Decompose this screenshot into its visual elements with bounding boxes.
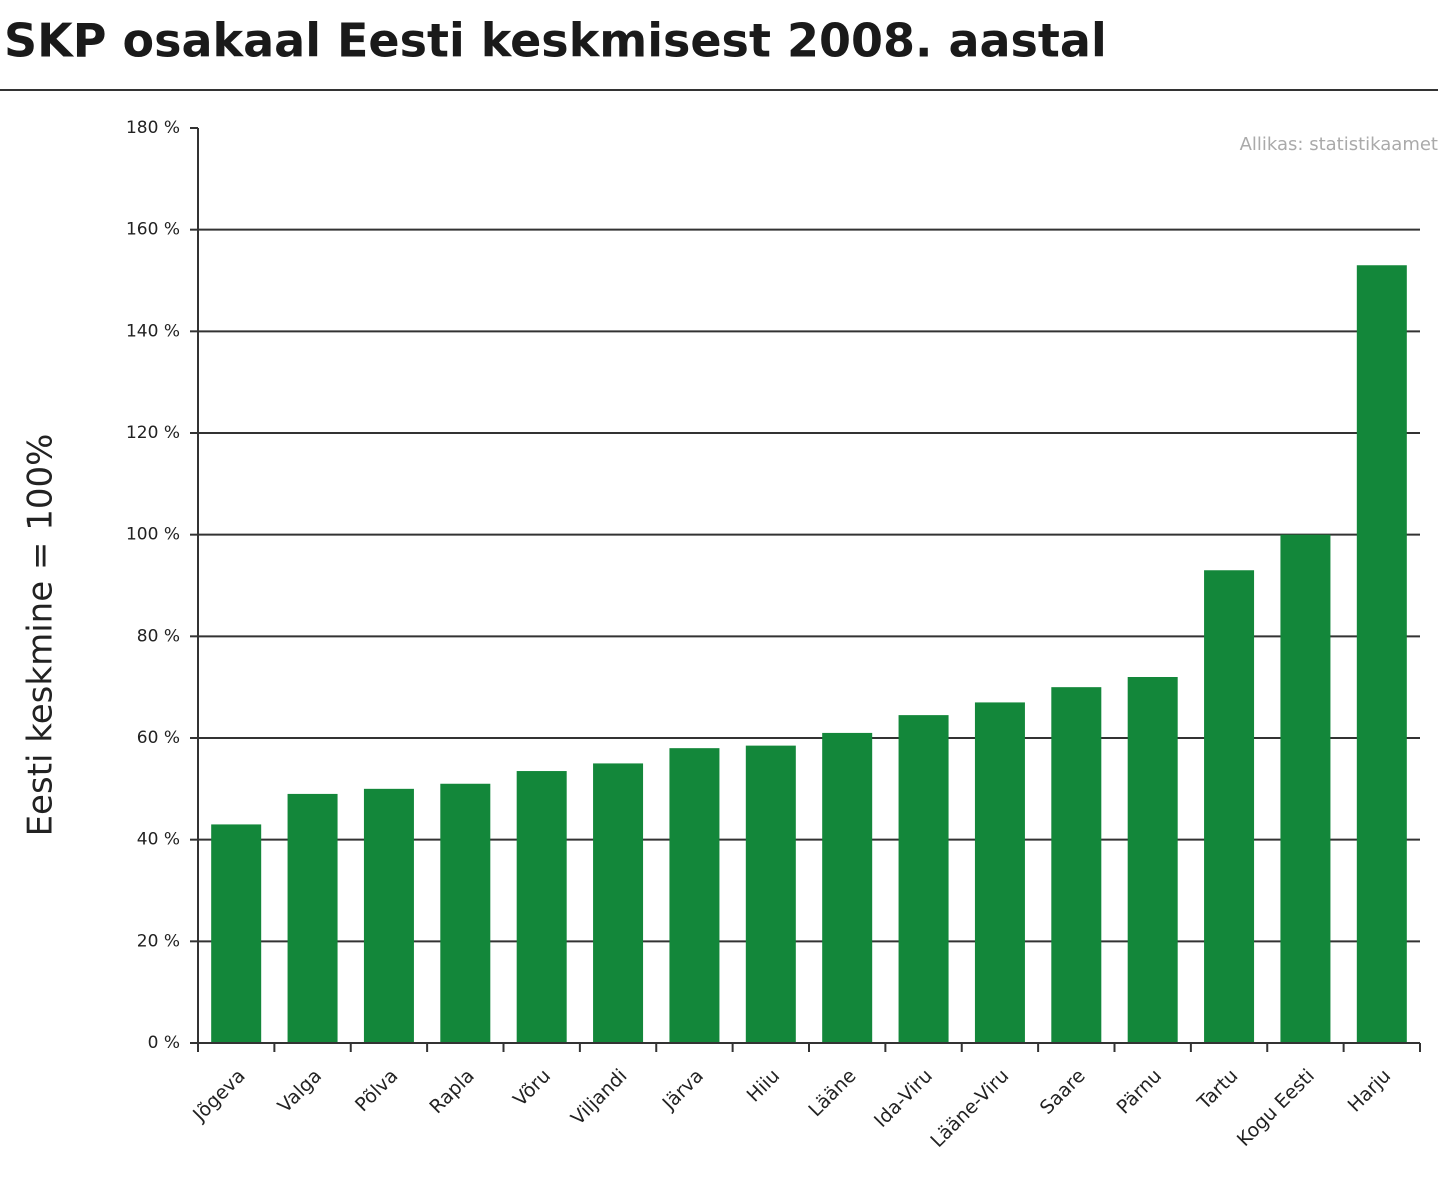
x-tick-label: Ida-Viru	[870, 1065, 937, 1132]
source-note: Allikas: statistikaamet	[1240, 134, 1438, 155]
y-tick-label: 60 %	[137, 728, 180, 748]
bar	[440, 783, 491, 1043]
x-tick-label: Võru	[509, 1065, 555, 1111]
x-tick-label: Hiiu	[743, 1065, 785, 1107]
y-tick-label: 140 %	[126, 321, 180, 341]
bar	[822, 732, 873, 1043]
y-tick-label: 100 %	[126, 525, 180, 545]
x-tick-label: Järva	[658, 1065, 708, 1115]
x-tick-label: Jõgeva	[188, 1065, 249, 1126]
y-tick-label: 20 %	[137, 931, 180, 951]
bar	[669, 748, 720, 1043]
bar	[1051, 687, 1102, 1043]
x-tick-label: Rapla	[425, 1065, 478, 1118]
x-tick-label: Lääne-Viru	[926, 1065, 1013, 1152]
bar	[363, 788, 414, 1043]
y-tick-label: 40 %	[137, 830, 180, 850]
bar	[1204, 570, 1255, 1043]
x-tick-label: Viljandi	[567, 1065, 632, 1130]
y-tick-label: 160 %	[126, 220, 180, 240]
bar	[1356, 265, 1407, 1043]
bar	[516, 771, 567, 1043]
bar	[1127, 677, 1178, 1043]
x-tick-label: Lääne	[804, 1065, 860, 1121]
chart-title: SKP osakaal Eesti keskmisest 2008. aasta…	[4, 14, 1107, 68]
y-tick-label: 120 %	[126, 423, 180, 443]
x-tick-label: Tartu	[1193, 1065, 1243, 1115]
x-tick-label: Saare	[1036, 1065, 1090, 1119]
x-tick-label: Pärnu	[1113, 1065, 1167, 1119]
bar	[974, 702, 1025, 1043]
bar	[745, 745, 796, 1043]
y-tick-label: 0 %	[148, 1033, 180, 1053]
y-tick-label: 80 %	[137, 626, 180, 646]
x-tick-label: Harju	[1344, 1065, 1396, 1117]
x-tick-label: Kogu Eesti	[1233, 1065, 1319, 1151]
bar	[211, 824, 262, 1043]
x-tick-label: Põlva	[351, 1065, 402, 1116]
y-axis-label: Eesti keskmine = 100%	[21, 434, 61, 837]
bar	[593, 763, 644, 1043]
y-tick-label: 180 %	[126, 118, 180, 138]
bar	[1280, 534, 1331, 1043]
x-tick-label: Valga	[274, 1065, 326, 1117]
bar	[898, 715, 949, 1043]
bar	[287, 793, 338, 1043]
